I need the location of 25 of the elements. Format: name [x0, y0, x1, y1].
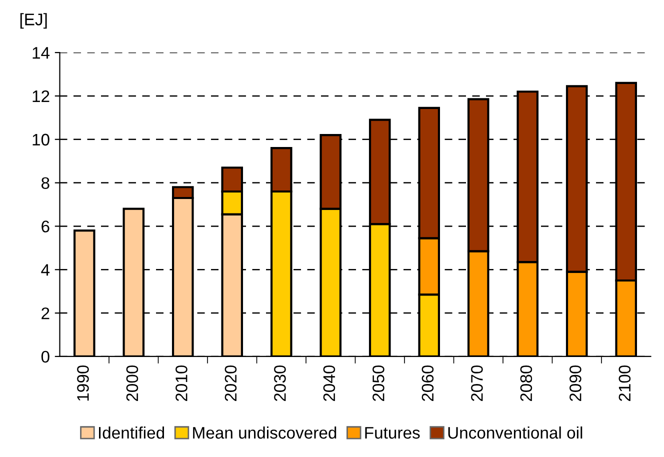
legend-label: Identified: [98, 426, 164, 439]
x-tick-label: 2070: [471, 365, 483, 402]
y-tick-label: 0: [41, 350, 50, 363]
legend-label: Unconventional oil: [448, 426, 582, 439]
y-tick-label: 2: [42, 307, 50, 320]
x-tick-label: 2030: [274, 365, 286, 402]
y-tick-label: 6: [42, 220, 50, 232]
x-tick-label: 1990: [77, 365, 89, 401]
x-tick-label: 2060: [422, 365, 434, 402]
y-tick-label: 10: [32, 134, 50, 146]
legend-label: Mean undiscovered: [193, 426, 336, 439]
x-tick-label: 2000: [126, 365, 138, 402]
y-axis-title: [EJ]: [20, 13, 47, 29]
y-tick-label: 12: [32, 90, 50, 102]
y-tick-label: 4: [41, 264, 50, 276]
y-tick-label: 14: [32, 47, 50, 59]
x-tick-label: 2080: [520, 365, 532, 402]
x-tick-label: 2050: [372, 365, 384, 402]
x-tick-label: 2020: [224, 365, 237, 402]
x-tick-label: 2090: [570, 365, 582, 402]
x-tick-label: 2100: [618, 365, 631, 402]
x-tick-label: 2040: [323, 365, 336, 402]
x-tick-label: 2010: [176, 365, 188, 402]
y-tick-label: 8: [41, 177, 50, 190]
legend-label: Futures: [365, 427, 420, 439]
